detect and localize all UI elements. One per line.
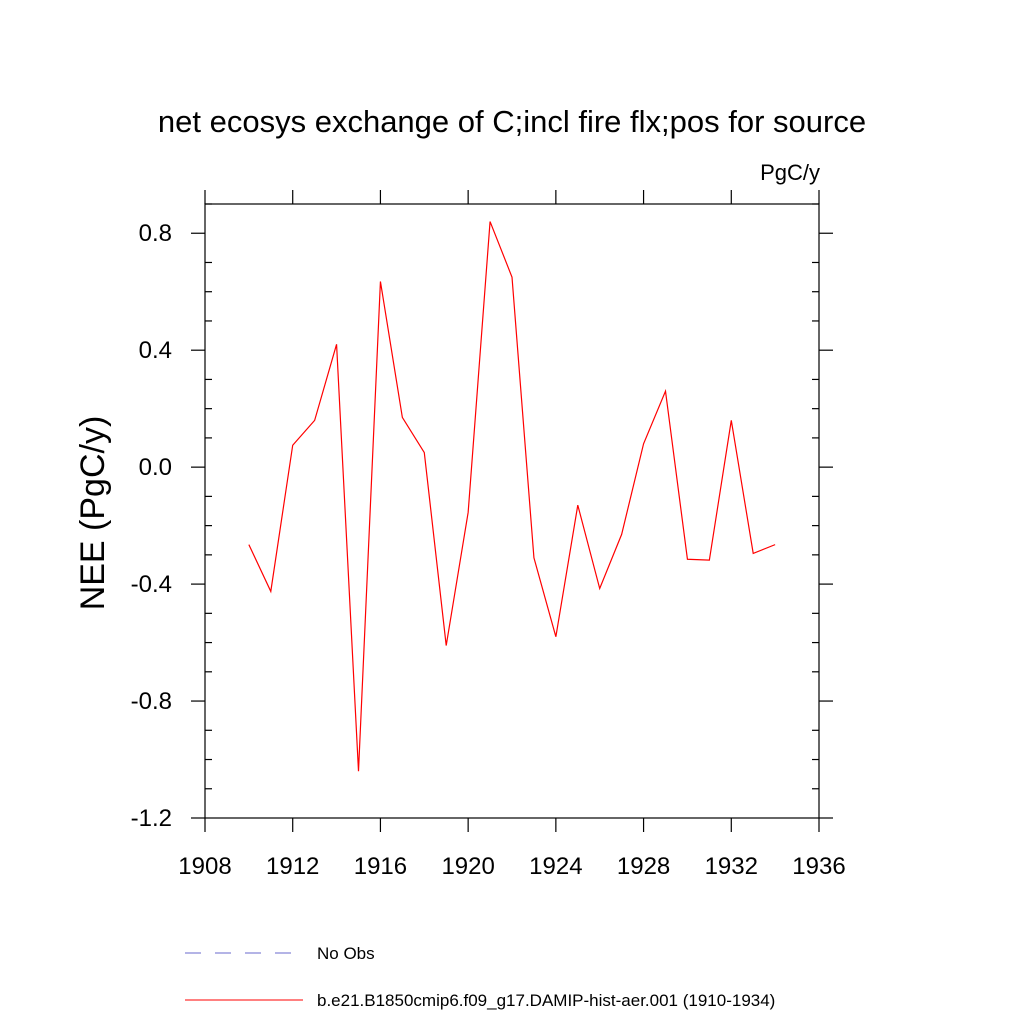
data-point — [533, 557, 534, 558]
data-point — [468, 512, 469, 513]
data-point — [555, 636, 556, 637]
x-tick-label: 1908 — [178, 853, 231, 880]
axis-tick-labels: 1908 1912 1916 1920 1924 1928 1932 1936 -1.2 -0.8… — [131, 220, 846, 880]
y-tick-label: -0.4 — [131, 571, 172, 598]
data-point — [314, 420, 315, 421]
y-axis-label: NEE (PgC/y) — [74, 416, 112, 611]
legend-label: b.e21.B1850cmip6.f09_g17.DAMIP-hist-aer.… — [317, 991, 775, 1010]
data-point — [687, 559, 688, 560]
data-point — [775, 544, 776, 545]
data-point — [248, 544, 249, 545]
data-point — [665, 391, 666, 392]
y-tick-label: 0.0 — [139, 454, 172, 481]
x-tick-label: 1916 — [354, 853, 407, 880]
chart-title: net ecosys exchange of C;incl fire flx;p… — [158, 104, 866, 139]
data-point — [489, 221, 490, 222]
data-point — [292, 445, 293, 446]
series-line — [248, 221, 776, 772]
y-tick-label: -0.8 — [131, 688, 172, 715]
data-point — [643, 443, 644, 444]
data-point — [270, 591, 271, 592]
y-tick-label: 0.4 — [139, 337, 172, 364]
legend-label: No Obs — [317, 944, 375, 963]
units-label: PgC/y — [760, 160, 820, 185]
data-point — [336, 344, 337, 345]
data-point — [424, 452, 425, 453]
series-layer — [248, 221, 776, 772]
data-point — [709, 560, 710, 561]
data-point — [446, 645, 447, 646]
x-tick-label: 1912 — [266, 853, 319, 880]
data-point — [621, 534, 622, 535]
x-tick-label: 1920 — [441, 853, 494, 880]
x-tick-label: 1928 — [617, 853, 670, 880]
data-point — [358, 771, 359, 772]
axis-ticks — [191, 190, 833, 832]
data-point — [511, 276, 512, 277]
data-point — [380, 281, 381, 282]
data-point — [731, 420, 732, 421]
y-tick-label: -1.2 — [131, 805, 172, 832]
data-point — [577, 505, 578, 506]
legend: No Obs b.e21.B1850cmip6.f09_g17.DAMIP-his… — [185, 944, 775, 1010]
data-point — [402, 417, 403, 418]
x-tick-label: 1932 — [705, 853, 758, 880]
y-tick-label: 0.8 — [139, 220, 172, 247]
data-point — [753, 553, 754, 554]
data-point — [599, 588, 600, 589]
plot-frame — [204, 203, 820, 819]
x-tick-label: 1936 — [792, 853, 845, 880]
x-tick-label: 1924 — [529, 853, 582, 880]
